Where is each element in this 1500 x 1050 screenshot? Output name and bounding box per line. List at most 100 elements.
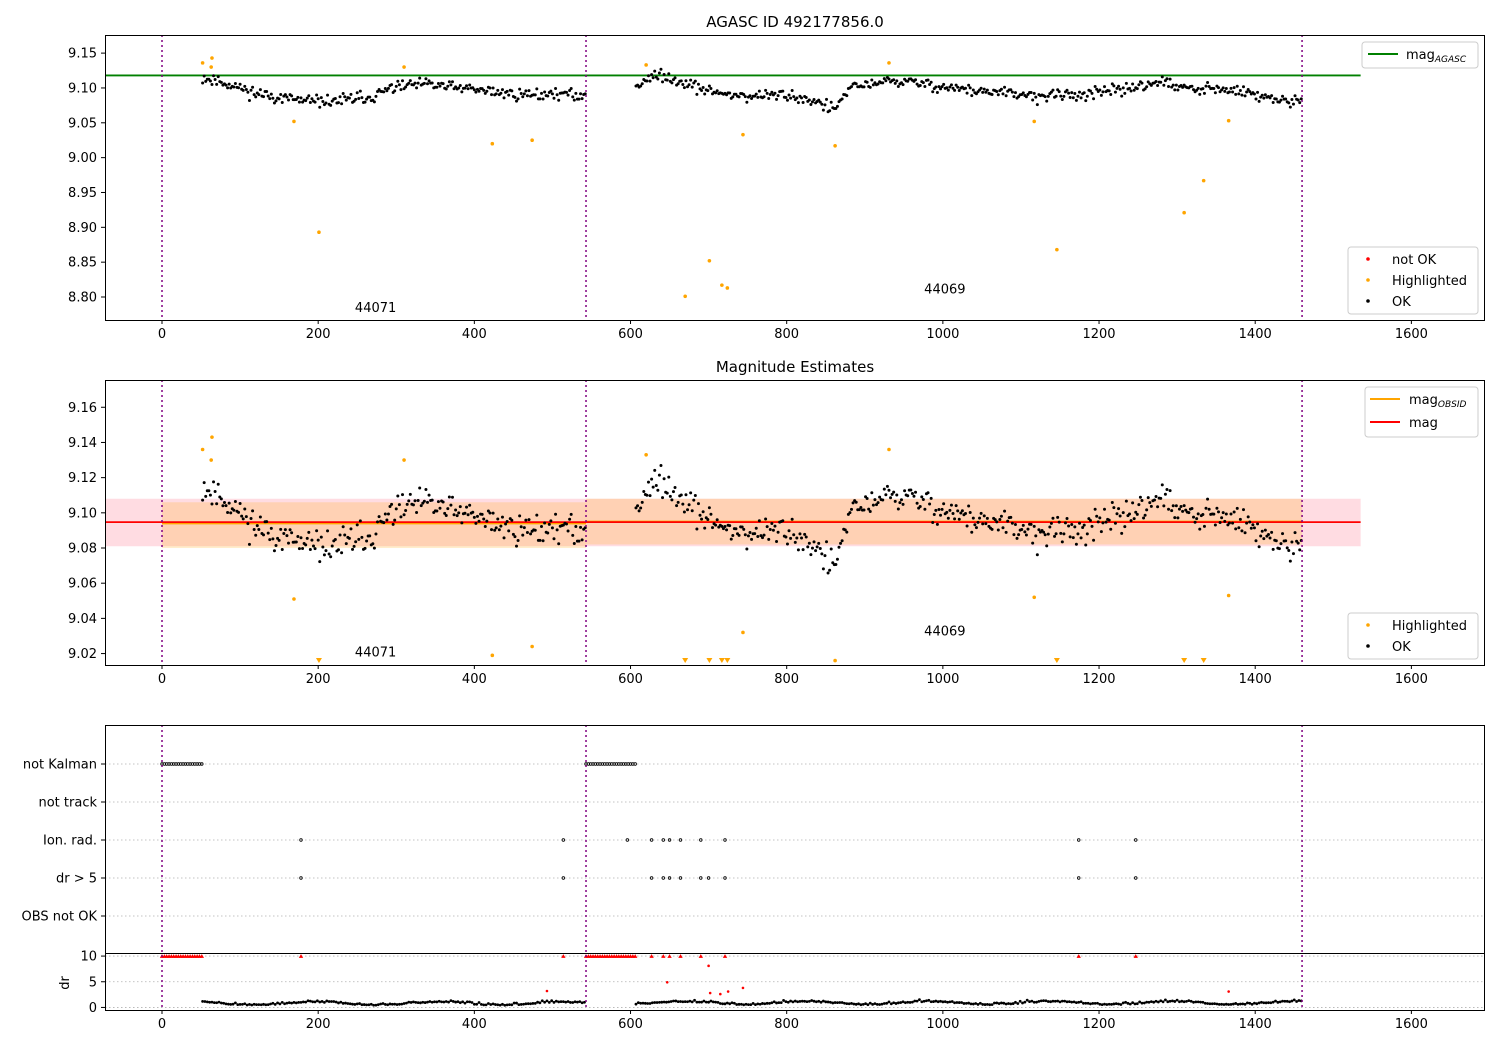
ok-point [246, 90, 250, 94]
dr-point [793, 999, 797, 1003]
ok-point [229, 511, 233, 515]
dr-point [388, 1002, 392, 1006]
ok-point [1049, 521, 1053, 525]
ok-point [349, 92, 353, 96]
ok-point [305, 96, 309, 100]
ok-point [642, 489, 646, 493]
ok-point [1181, 85, 1185, 89]
x-tick-label: 1600 [1395, 1017, 1428, 1032]
dr-point [1269, 1001, 1273, 1005]
ok-point [634, 506, 638, 510]
ok-point [477, 519, 481, 523]
ok-point [731, 533, 735, 537]
dr-point [814, 1000, 818, 1004]
ok-point [798, 532, 802, 536]
ok-point [1088, 518, 1092, 522]
dr-point [1234, 1002, 1238, 1005]
ok-point [926, 78, 930, 82]
dr-point [655, 1001, 659, 1004]
ok-point [839, 541, 843, 545]
dr-point [1206, 1002, 1209, 1005]
ok-point [1032, 91, 1036, 95]
ok-point [321, 545, 325, 549]
ok-point [488, 511, 492, 515]
dr-point [1032, 1000, 1036, 1004]
dr-point [330, 1000, 333, 1003]
ok-point [574, 91, 578, 95]
ok-point [657, 71, 661, 75]
dr-point [561, 1000, 565, 1004]
ok-point [968, 511, 972, 515]
ok-point [372, 546, 376, 550]
ok-point [546, 531, 550, 535]
dr-point [990, 1003, 994, 1007]
flag-point [561, 838, 566, 842]
ok-point [1152, 498, 1156, 502]
ok-point [770, 90, 774, 94]
dr-point [1023, 1000, 1027, 1004]
x-tick-label: 0 [158, 327, 166, 342]
ok-point [967, 83, 971, 87]
x-tick-label: 1400 [1239, 327, 1272, 342]
ok-point [871, 83, 875, 87]
ok-point [491, 86, 495, 90]
ok-point [1015, 536, 1019, 540]
dr-point [896, 1001, 900, 1005]
ok-point [868, 509, 872, 513]
ok-point [319, 96, 323, 100]
ok-point [676, 82, 680, 86]
ok-point [887, 488, 891, 492]
dr-point [950, 1000, 954, 1003]
ok-point [1082, 523, 1086, 527]
ok-point [1234, 527, 1238, 531]
ok-point [485, 89, 489, 93]
dr-point [747, 1003, 750, 1007]
ok-point [491, 511, 495, 515]
dr-point [1037, 999, 1041, 1003]
dr-point [754, 1003, 757, 1007]
ok-point [1145, 508, 1149, 512]
ok-point [996, 528, 1000, 532]
dr-point [981, 1003, 985, 1006]
dr-point [280, 1000, 284, 1004]
ok-point [402, 513, 406, 517]
dr-point [1274, 999, 1277, 1003]
ok-point [577, 539, 581, 543]
ok-point [870, 491, 874, 495]
ok-point [247, 542, 251, 546]
ok-point [227, 82, 231, 86]
dr-point [479, 1003, 483, 1006]
ok-point [1257, 99, 1261, 103]
ok-point [500, 515, 504, 519]
x-tick-label: 400 [462, 327, 487, 342]
ok-point [541, 539, 545, 543]
highlighted-point [402, 458, 406, 462]
flag-point [649, 838, 654, 842]
ok-point [1241, 85, 1245, 89]
dr-point [243, 1002, 247, 1006]
ok-point [784, 535, 788, 539]
dr-point [812, 999, 816, 1003]
dr-point [838, 1001, 842, 1004]
ok-point [393, 89, 397, 93]
ok-point [316, 538, 320, 542]
ok-point [376, 520, 380, 524]
dr-point [1131, 1001, 1135, 1005]
ok-point [964, 512, 968, 516]
ok-point [1196, 86, 1200, 90]
ok-point [552, 537, 556, 541]
ok-point [1284, 97, 1288, 101]
dr-point [573, 1000, 577, 1004]
ok-point [690, 85, 694, 89]
dr-point [538, 1001, 542, 1005]
dr-point [332, 1000, 336, 1003]
ok-point [1131, 82, 1135, 86]
ok-point [287, 541, 291, 545]
x-tick-label: 600 [618, 1017, 643, 1032]
ok-point [1012, 95, 1016, 99]
ok-point [1162, 504, 1166, 508]
ok-point [967, 504, 971, 508]
dr-point [554, 999, 558, 1003]
ok-point [804, 535, 808, 539]
dr-point [974, 1002, 978, 1005]
